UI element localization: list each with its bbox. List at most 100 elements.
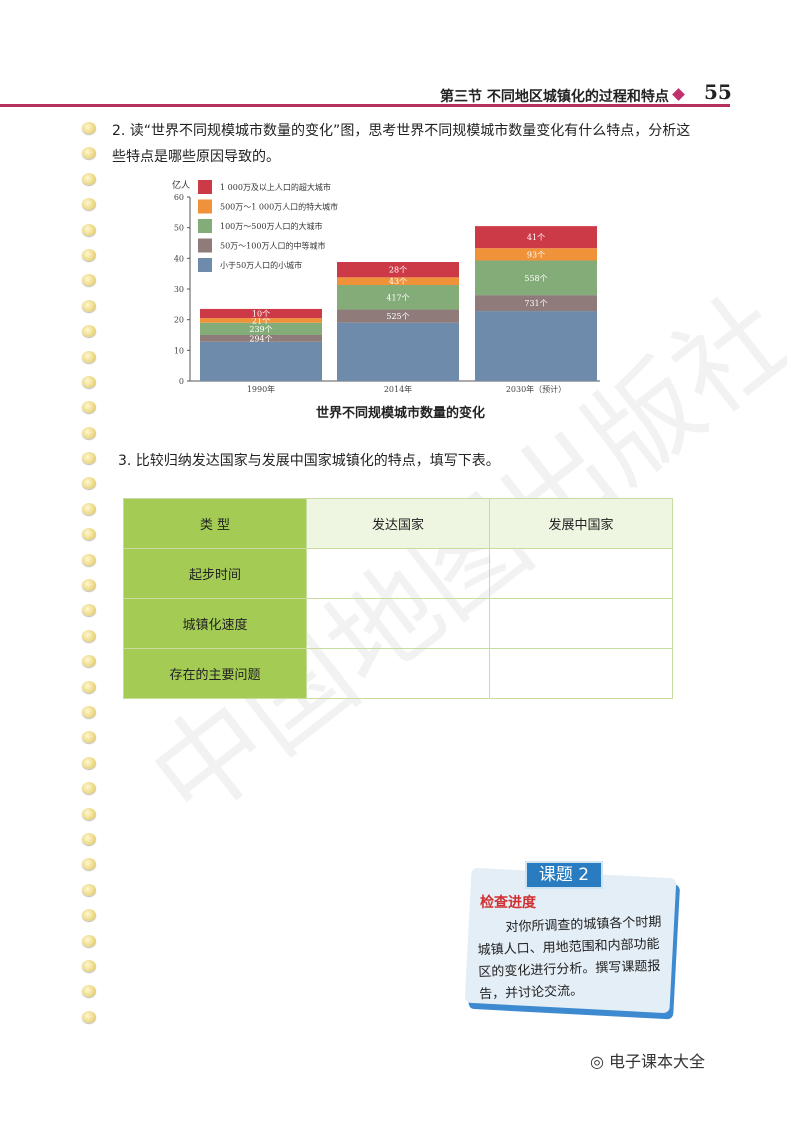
binder-ring — [82, 350, 96, 363]
y-tick-label: 60 — [174, 193, 184, 202]
binder-ring — [82, 1010, 96, 1023]
data-label: 41个 — [527, 233, 545, 242]
answer-cell[interactable] — [306, 648, 490, 699]
binder-ring — [82, 248, 96, 261]
row-label: 存在的主要问题 — [123, 648, 307, 699]
binder-ring — [82, 655, 96, 668]
binder-ring — [82, 325, 96, 338]
section-title: 第三节 不同地区城镇化的过程和特点 — [440, 89, 669, 105]
table-row: 存在的主要问题 — [123, 648, 673, 699]
legend-swatch — [198, 199, 212, 214]
x-tick-label: 1990年 — [247, 384, 275, 394]
binder-ring — [82, 452, 96, 465]
binder-ring — [82, 832, 96, 845]
x-tick-label: 2014年 — [384, 384, 412, 394]
legend-label: 小于50万人口的小城市 — [220, 260, 302, 270]
bar-segment — [475, 226, 597, 249]
binder-ring — [82, 883, 96, 896]
project-tag: 课题 2 — [525, 861, 603, 889]
binder-ring — [82, 959, 96, 972]
data-label: 28个 — [389, 266, 407, 275]
data-label: 10个 — [252, 310, 270, 319]
binder-ring — [82, 375, 96, 388]
account-name: 电子课本大全 — [609, 1052, 706, 1071]
header-rule — [0, 104, 730, 107]
legend-label: 500万～1 000万人口的特大城市 — [220, 202, 338, 212]
binder-ring — [82, 782, 96, 795]
legend-swatch — [198, 180, 212, 194]
binder-ring — [82, 198, 96, 211]
bar-segment — [337, 309, 459, 323]
table-row: 城镇化速度 — [123, 598, 673, 649]
header-type: 类 型 — [123, 498, 307, 549]
binder-ring — [82, 299, 96, 312]
binder-ring — [82, 122, 96, 134]
data-label: 239个 — [249, 325, 272, 334]
binder-ring — [82, 934, 96, 947]
bar-segment — [337, 285, 459, 310]
y-tick-label: 40 — [174, 254, 184, 263]
page-header: 第三节 不同地区城镇化的过程和特点 55 — [0, 80, 787, 107]
bar-segment — [475, 295, 597, 312]
data-label: 294个 — [249, 334, 272, 343]
binder-ring — [82, 401, 96, 414]
data-label: 21个 — [252, 316, 270, 325]
binder-ring — [82, 274, 96, 287]
project-heading: 检查进度 — [480, 895, 536, 911]
y-tick-label: 20 — [174, 316, 184, 325]
header-developing: 发展中国家 — [489, 498, 673, 549]
row-label: 城镇化速度 — [123, 598, 307, 649]
bar-segment — [200, 308, 322, 319]
y-tick-label: 10 — [174, 346, 184, 355]
binder-ring — [82, 426, 96, 439]
legend-swatch — [198, 219, 212, 233]
header-developed: 发达国家 — [306, 498, 490, 549]
answer-cell[interactable] — [306, 598, 490, 649]
question-2: 2. 读“世界不同规模城市数量的变化”图，思考世界不同规模城市数量变化有什么特点… — [112, 123, 691, 165]
legend-label: 100万～500万人口的大城市 — [220, 221, 323, 231]
answer-cell[interactable] — [306, 548, 490, 599]
chart-title: 世界不同规模城市数量的变化 — [316, 406, 486, 421]
binder-ring — [82, 858, 96, 871]
binder-ring — [82, 756, 96, 769]
binder-ring — [82, 223, 96, 236]
y-tick-label: 0 — [179, 377, 184, 386]
bar-segment — [475, 260, 597, 296]
data-label: 417个 — [386, 293, 409, 302]
binder-ring — [82, 629, 96, 642]
answer-cell[interactable] — [489, 598, 673, 649]
binder-ring — [82, 909, 96, 922]
binder-rings — [82, 122, 96, 1036]
bar-segment — [200, 318, 322, 323]
wechat-icon: ◎ — [590, 1052, 610, 1071]
account-watermark: ◎ 电子课本大全 — [590, 1048, 705, 1072]
bar-segment — [200, 335, 322, 342]
y-axis-label: 亿人 — [172, 179, 190, 191]
binder-ring — [82, 985, 96, 998]
legend-swatch — [198, 258, 212, 272]
table-row: 起步时间 — [123, 548, 673, 599]
binder-ring — [82, 604, 96, 617]
x-tick-label: 2030年（预计） — [506, 384, 566, 394]
data-label: 43个 — [389, 277, 407, 286]
data-label: 558个 — [524, 274, 547, 283]
bar-segment — [200, 341, 322, 381]
binder-ring — [82, 579, 96, 592]
binder-ring — [82, 172, 96, 185]
bar-segment — [475, 311, 597, 381]
bar-segment — [337, 277, 459, 286]
diamond-icon — [672, 88, 685, 101]
bar-segment — [475, 248, 597, 261]
y-tick-label: 50 — [174, 224, 184, 233]
table-header-row: 类 型 发达国家 发展中国家 — [123, 498, 673, 549]
project-text: 对你所调查的城镇各个时期城镇人口、用地范围和内部功能区的变化进行分析。撰写课题报… — [477, 914, 662, 1003]
binder-ring — [82, 553, 96, 566]
binder-ring — [82, 502, 96, 515]
legend-swatch — [198, 238, 212, 253]
binder-ring — [82, 705, 96, 718]
answer-cell[interactable] — [489, 548, 673, 599]
answer-cell[interactable] — [489, 648, 673, 699]
data-label: 93个 — [527, 250, 545, 259]
legend-label: 1 000万及以上人口的超大城市 — [220, 182, 331, 192]
